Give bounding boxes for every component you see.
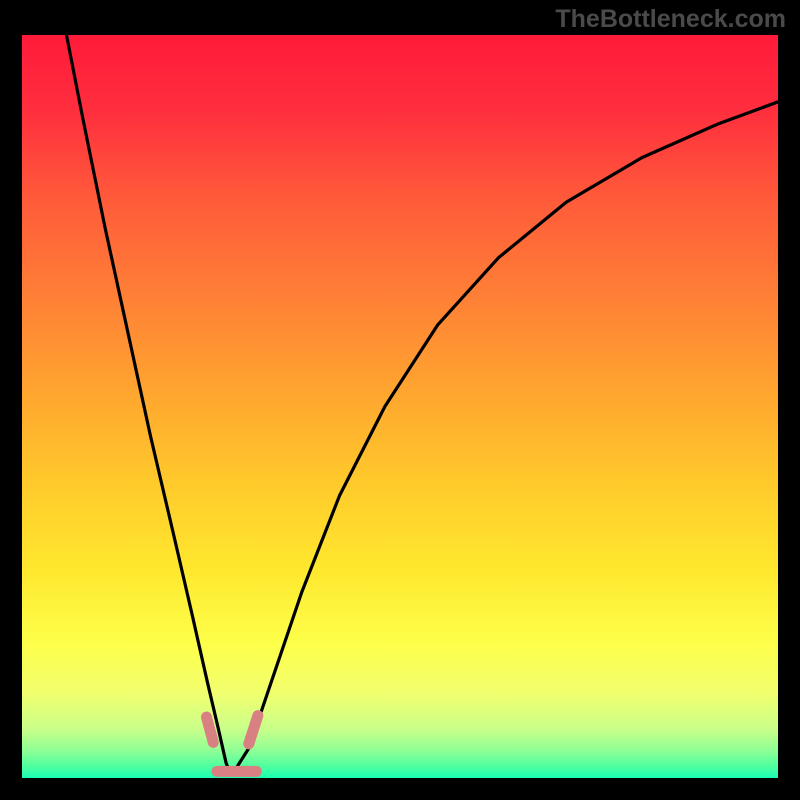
- watermark-text: TheBottleneck.com: [555, 5, 786, 34]
- plot-area: [22, 35, 778, 778]
- chart-svg: [22, 35, 778, 778]
- chart-frame: TheBottleneck.com: [0, 0, 800, 800]
